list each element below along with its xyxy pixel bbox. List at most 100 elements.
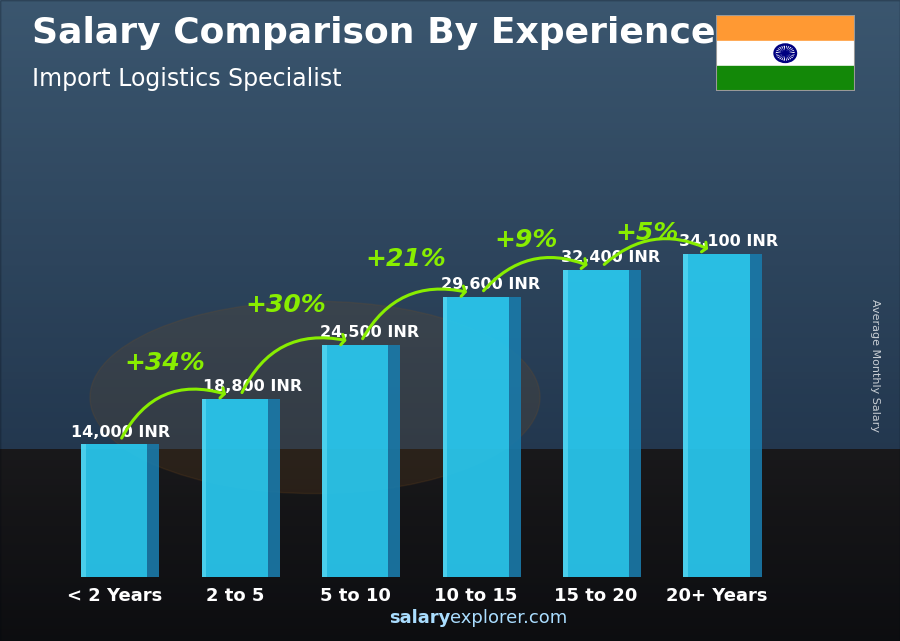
Bar <box>0 224 900 226</box>
Bar <box>0 154 900 156</box>
Bar <box>0 560 900 562</box>
Bar <box>0 449 900 451</box>
Bar <box>0 88 900 89</box>
Polygon shape <box>750 254 761 577</box>
Bar <box>0 14 900 16</box>
Bar <box>0 274 900 275</box>
Bar <box>0 233 900 235</box>
Text: Average Monthly Salary: Average Monthly Salary <box>869 299 880 432</box>
Bar <box>0 620 900 622</box>
Bar <box>0 140 900 142</box>
Bar <box>0 267 900 268</box>
Bar <box>0 260 900 261</box>
Bar <box>0 91 900 93</box>
Bar <box>0 294 900 296</box>
Bar <box>0 117 900 119</box>
Bar <box>0 476 900 478</box>
Bar <box>0 303 900 305</box>
Bar <box>0 0 900 2</box>
Bar <box>0 128 900 129</box>
Bar <box>0 253 900 254</box>
Bar <box>0 603 900 604</box>
Bar <box>0 182 900 184</box>
Bar <box>0 478 900 479</box>
Bar <box>0 305 900 307</box>
Bar <box>0 391 900 392</box>
Bar <box>0 77 900 79</box>
Bar <box>0 379 900 380</box>
Bar <box>0 107 900 109</box>
Bar <box>0 119 900 121</box>
Bar <box>0 342 900 344</box>
Bar <box>0 102 900 103</box>
Bar <box>0 543 900 545</box>
Bar <box>0 89 900 91</box>
Bar <box>0 287 900 289</box>
Bar <box>0 207 900 208</box>
Bar <box>0 133 900 135</box>
Bar <box>0 272 900 274</box>
Bar <box>0 121 900 122</box>
Bar <box>0 109 900 110</box>
Bar <box>0 146 900 147</box>
Bar <box>0 179 900 181</box>
Bar <box>716 15 855 40</box>
Bar <box>0 456 900 458</box>
Bar <box>0 215 900 217</box>
Bar <box>0 247 900 249</box>
Bar <box>0 308 900 310</box>
Bar <box>0 37 900 38</box>
Bar <box>0 29 900 31</box>
Bar <box>0 422 900 424</box>
Bar <box>0 81 900 83</box>
Bar <box>0 406 900 408</box>
Bar <box>0 69 900 70</box>
Bar <box>0 593 900 595</box>
Bar <box>0 485 900 487</box>
Bar <box>0 282 900 284</box>
Text: salary: salary <box>389 609 450 627</box>
Bar <box>0 7 900 9</box>
Bar <box>0 606 900 608</box>
Bar <box>0 541 900 543</box>
Bar <box>0 472 900 474</box>
Bar <box>0 380 900 382</box>
Bar <box>0 12 900 14</box>
Bar <box>716 66 855 91</box>
Bar <box>0 345 900 347</box>
Bar <box>0 208 900 210</box>
Bar <box>0 631 900 633</box>
Bar <box>0 329 900 331</box>
Bar <box>0 453 900 454</box>
Text: 24,500 INR: 24,500 INR <box>320 325 419 340</box>
Bar <box>0 497 900 499</box>
Bar <box>0 62 900 63</box>
Bar <box>0 131 900 133</box>
Bar <box>0 228 900 229</box>
Bar <box>0 112 900 114</box>
Bar <box>0 377 900 379</box>
Bar <box>0 622 900 624</box>
Bar <box>0 137 900 138</box>
Bar <box>0 595 900 597</box>
Bar <box>0 212 900 214</box>
Bar <box>0 35 900 37</box>
Bar <box>0 153 900 154</box>
Bar <box>0 10 900 12</box>
Bar <box>0 210 900 212</box>
Polygon shape <box>629 270 642 577</box>
Text: 18,800 INR: 18,800 INR <box>203 379 302 394</box>
Bar <box>0 531 900 533</box>
Bar <box>0 398 900 399</box>
Bar <box>0 76 900 77</box>
Bar <box>0 366 900 368</box>
Bar <box>0 74 900 76</box>
Bar <box>0 483 900 485</box>
Bar <box>0 466 900 468</box>
Bar <box>0 349 900 351</box>
Bar <box>0 312 900 313</box>
Bar <box>0 370 900 372</box>
Text: +30%: +30% <box>245 293 326 317</box>
Bar <box>0 608 900 610</box>
Bar <box>0 142 900 144</box>
